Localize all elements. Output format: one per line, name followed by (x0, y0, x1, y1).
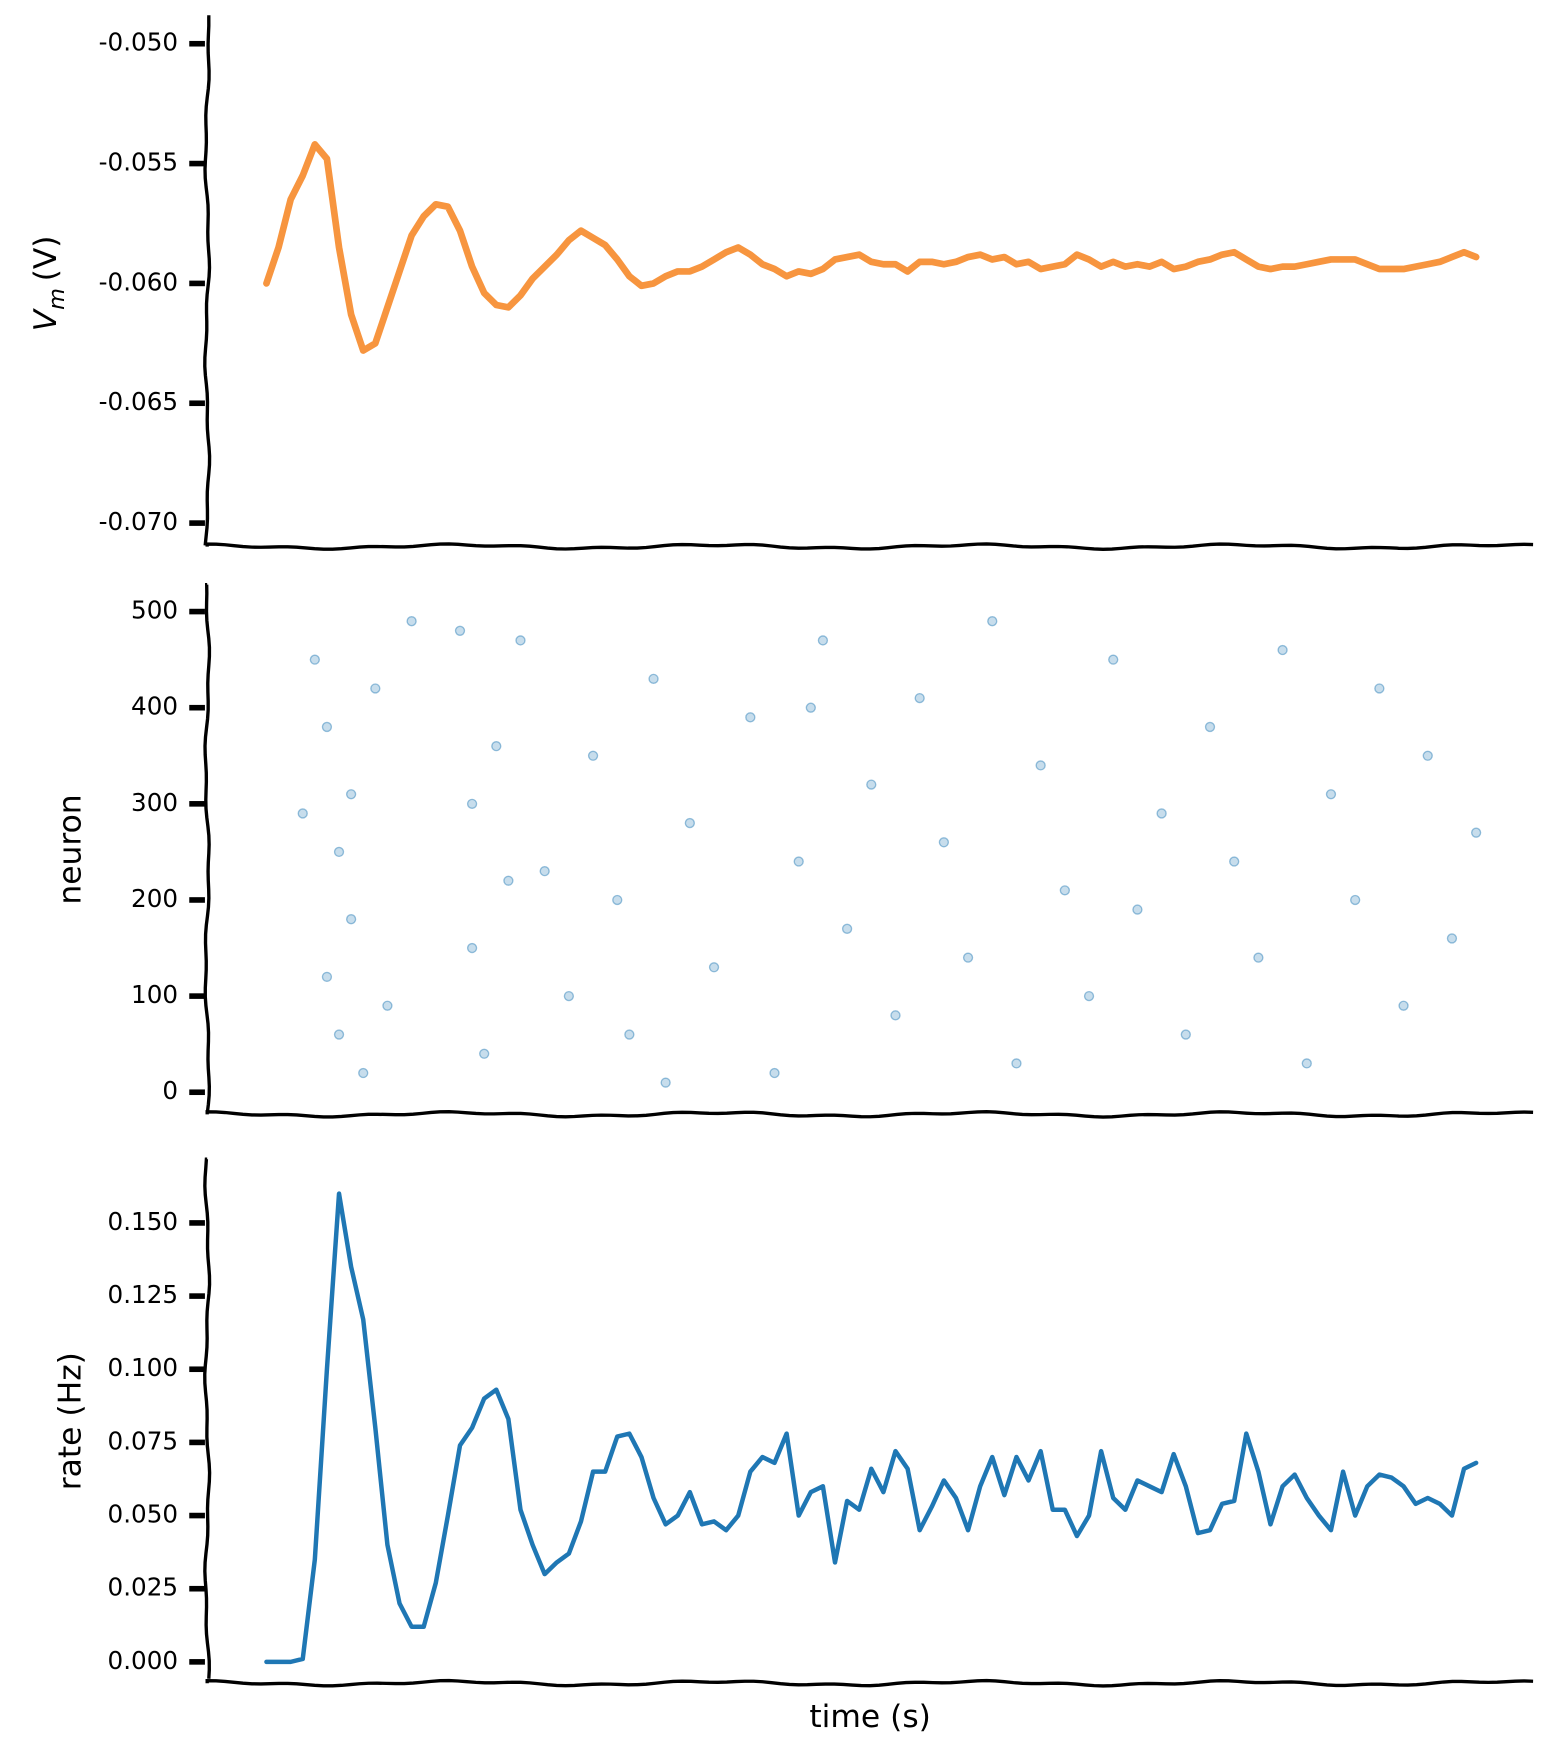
y-tick-label: 500 (131, 596, 178, 625)
spike-point (321, 971, 333, 983)
spike-point (1398, 1000, 1409, 1011)
spike-point (345, 914, 357, 925)
spike-point (1325, 789, 1337, 800)
y-axis-label: rate (Hz) (53, 1352, 89, 1490)
spike-point (745, 712, 756, 723)
y-tick-label: -0.060 (99, 267, 178, 296)
y-tick-label: 0.000 (108, 1646, 178, 1675)
spike-point (539, 865, 550, 877)
spike-point (866, 779, 877, 790)
x-axis-spine (205, 1678, 1534, 1688)
spike-point (1083, 990, 1095, 1002)
line-series (263, 141, 1480, 354)
spike-point (1277, 644, 1288, 656)
y-axis-spine (203, 15, 212, 546)
spike-point (321, 721, 333, 733)
y-tick-label: 0.150 (108, 1207, 178, 1236)
spike-point (1011, 1058, 1022, 1069)
spike-point (1156, 808, 1167, 819)
spike-point (987, 616, 998, 627)
y-label-subscript: m (44, 288, 70, 310)
spike-point (587, 750, 599, 761)
spike-point (503, 875, 514, 886)
spike-point (805, 702, 816, 713)
spike-point (648, 673, 659, 685)
spike-point (370, 683, 381, 694)
y-tick-label: -0.055 (99, 148, 178, 177)
spike-point (466, 942, 478, 954)
spike-point (1470, 827, 1482, 838)
y-tick-label: 0.125 (108, 1280, 178, 1309)
spike-point (962, 952, 974, 963)
spike-point (563, 990, 575, 1002)
spike-point (684, 817, 695, 829)
spike-point (1035, 760, 1046, 771)
y-axis-label: neuron (53, 794, 89, 904)
spike-point (382, 1000, 393, 1011)
y-axis-spine (203, 582, 212, 1114)
y-tick-label: 0.050 (108, 1500, 178, 1529)
spike-point (333, 846, 345, 858)
y-label-symbol: V (28, 307, 64, 331)
x-axis-spine (205, 542, 1534, 551)
y-axis-spine (203, 1157, 212, 1679)
y-tick-label: 0.025 (108, 1573, 178, 1602)
y-axis-label: Vm (V) (28, 235, 70, 331)
y-tick-label: 300 (131, 788, 178, 817)
x-axis-spine (205, 1110, 1534, 1119)
y-tick-label: 0 (162, 1076, 178, 1105)
spike-point (1253, 952, 1264, 963)
spike-point (793, 856, 804, 867)
spike-point (890, 1010, 901, 1021)
spike-point (1132, 904, 1143, 915)
y-tick-label: 200 (131, 884, 178, 913)
y-tick-label: -0.050 (99, 28, 178, 57)
y-tick-label: 100 (131, 980, 178, 1009)
spike-point (479, 1048, 490, 1059)
spike-point (406, 616, 417, 627)
spike-point (624, 1029, 635, 1040)
spike-point (1204, 721, 1216, 733)
spike-point (612, 894, 623, 906)
y-tick-label: -0.070 (99, 507, 178, 536)
spike-point (345, 789, 357, 800)
y-tick-label: 400 (131, 692, 178, 721)
spike-point (938, 837, 950, 848)
spike-point (454, 625, 466, 636)
spike-point (1422, 750, 1433, 761)
spike-point (1374, 683, 1385, 694)
spike-point (1059, 885, 1070, 896)
x-axis-label: time (s) (809, 1699, 931, 1735)
spike-point (297, 808, 308, 819)
spike-point (1446, 933, 1458, 944)
spike-point (491, 741, 502, 752)
spike-point (358, 1067, 369, 1079)
spike-point (660, 1077, 671, 1088)
y-tick-label: -0.065 (99, 387, 178, 416)
spike-point (515, 635, 526, 646)
spike-point (817, 635, 829, 646)
spike-point (466, 798, 478, 809)
line-series (264, 1191, 1479, 1665)
y-tick-label: 0.100 (108, 1353, 178, 1382)
spike-point (841, 923, 853, 934)
spike-point (708, 962, 720, 973)
spike-point (1229, 856, 1240, 867)
spike-point (914, 692, 925, 704)
spike-point (1301, 1058, 1312, 1069)
spike-point (1180, 1029, 1191, 1040)
spike-point (309, 654, 320, 665)
y-label-unit: (V) (28, 235, 64, 281)
y-tick-label: 0.075 (108, 1426, 178, 1455)
spike-point (769, 1067, 780, 1079)
spike-point (1108, 654, 1119, 665)
spike-point (1350, 894, 1361, 906)
spike-point (333, 1029, 345, 1040)
